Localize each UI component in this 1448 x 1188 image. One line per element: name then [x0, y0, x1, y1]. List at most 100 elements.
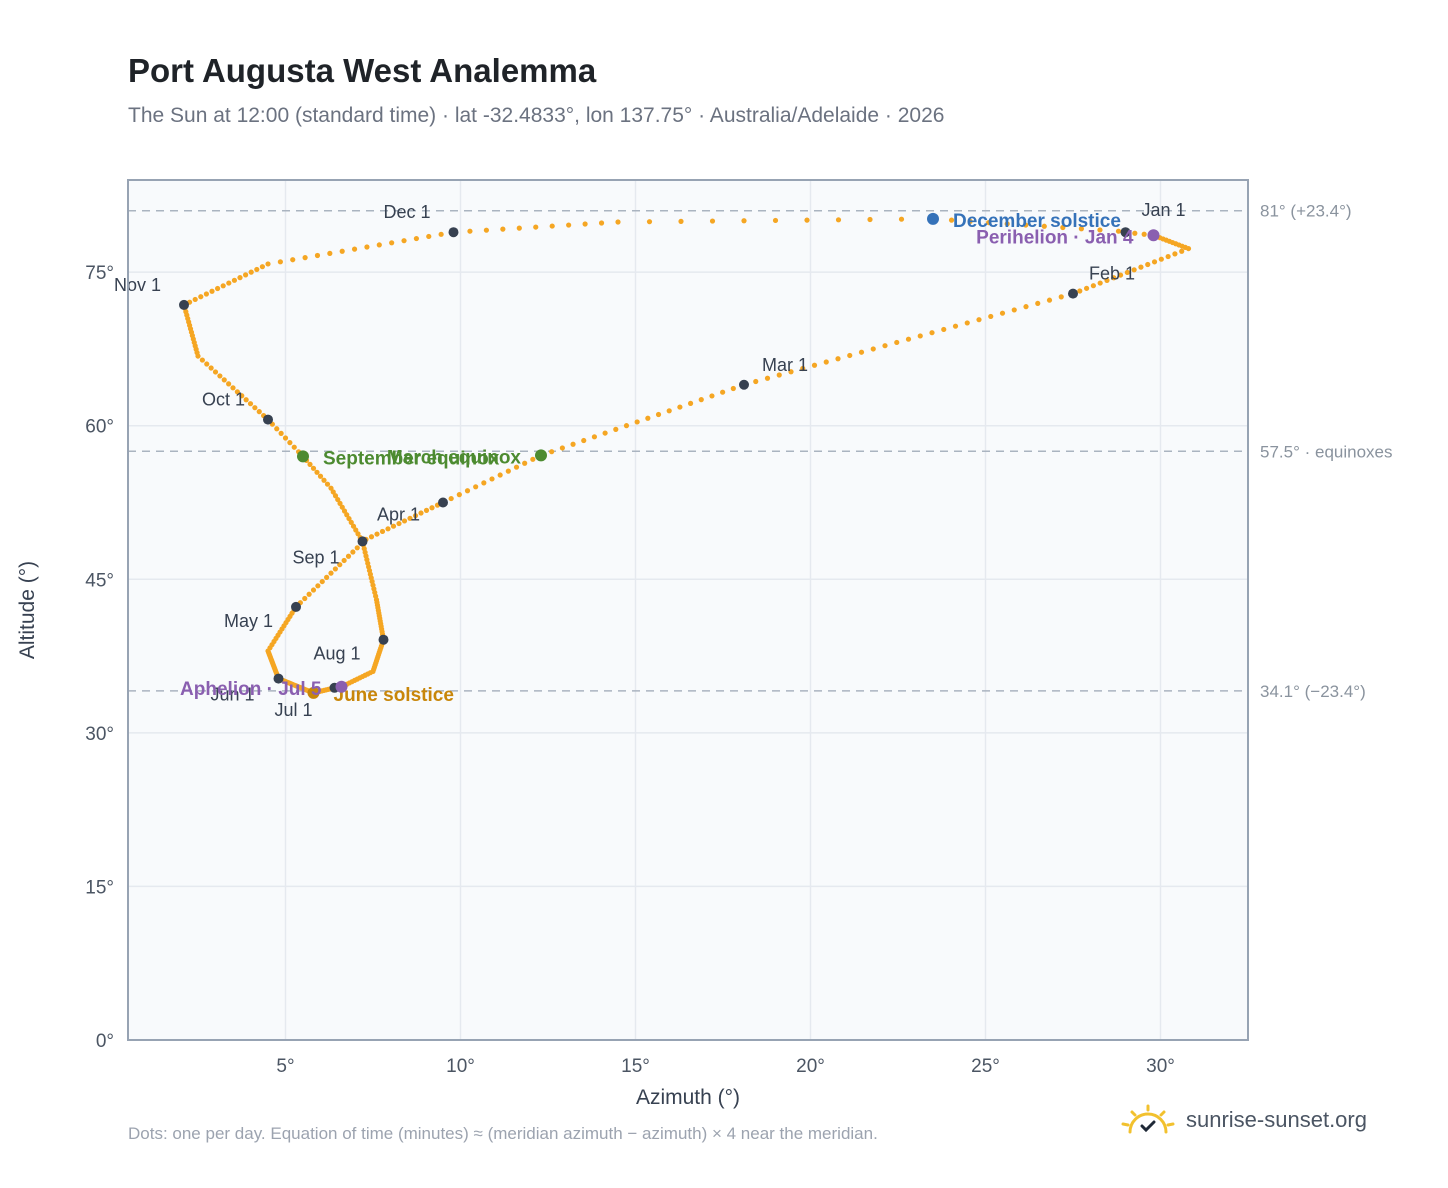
daily-dot [278, 430, 284, 436]
reference-line-label: 57.5° · equinoxes [1260, 442, 1393, 461]
daily-dot [254, 266, 260, 273]
daily-dot [337, 562, 343, 568]
month-label: Dec 1 [384, 202, 431, 222]
event-marker [307, 686, 320, 699]
daily-dot [259, 264, 265, 270]
daily-dot [389, 240, 395, 246]
daily-dot [247, 401, 254, 407]
daily-dot [882, 343, 888, 349]
daily-dot [516, 225, 522, 231]
daily-dot [350, 549, 356, 555]
daily-dot [634, 419, 640, 425]
daily-dot [917, 333, 923, 339]
x-tick-label: 20° [796, 1056, 825, 1077]
daily-dot [310, 587, 317, 593]
daily-dot [967, 218, 973, 224]
daily-dot [282, 435, 289, 441]
month-label: Apr 1 [377, 505, 420, 525]
daily-dot [217, 373, 223, 379]
daily-dot [396, 520, 402, 527]
daily-dot [483, 227, 489, 233]
daily-dot [645, 415, 651, 421]
daily-dot [237, 275, 243, 281]
daily-dot [666, 408, 672, 414]
x-axis-label: Azimuth (°) [636, 1086, 740, 1109]
daily-dot [999, 310, 1006, 316]
daily-dot [1124, 269, 1130, 276]
event-label: June solstice [334, 685, 454, 706]
month-label: Feb 1 [1089, 264, 1135, 284]
daily-dot [401, 518, 408, 524]
daily-dot [355, 531, 361, 537]
daily-dot [776, 372, 782, 378]
daily-dot [481, 480, 487, 486]
month-marker [448, 227, 459, 238]
daily-dot [345, 553, 352, 559]
daily-dot [332, 566, 338, 572]
daily-dot [302, 595, 308, 602]
month-marker [739, 379, 749, 390]
event-label: Aphelion · Jul 5 [180, 679, 322, 700]
daily-dot [582, 221, 588, 227]
daily-dot [234, 389, 240, 395]
daily-dot [1151, 259, 1158, 265]
daily-dot [1141, 231, 1147, 237]
daily-dot [306, 591, 312, 597]
event-label: March equinox [387, 447, 522, 468]
daily-dot [952, 323, 959, 329]
y-tick-label: 30° [85, 724, 114, 745]
daily-dot [497, 472, 503, 478]
daily-dot [341, 557, 347, 564]
daily-dot [376, 242, 382, 248]
daily-dot [243, 397, 249, 403]
daily-dot [231, 277, 237, 283]
daily-dot [698, 397, 704, 403]
daily-dot [549, 449, 555, 455]
daily-dot [327, 250, 333, 256]
daily-dot [741, 218, 747, 224]
axes: 5° 10° 15° 20° 25° 30° 0° 15° 30° 45° 60° 75° [85, 179, 1249, 1077]
daily-dot [324, 481, 331, 487]
chart-title: Port Augusta West Analemma [128, 52, 597, 89]
daily-dot [613, 426, 619, 432]
daily-dot [473, 484, 479, 490]
daily-dot [898, 216, 905, 222]
daily-dot [239, 393, 245, 399]
daily-dot [1046, 297, 1053, 303]
daily-dot [407, 515, 413, 521]
daily-dot [209, 288, 215, 294]
daily-dot [353, 527, 359, 533]
daily-dot [277, 259, 283, 265]
daily-dot [204, 361, 210, 367]
sun-logo-icon [1121, 1104, 1175, 1134]
month-marker [263, 414, 273, 425]
daily-dot [687, 400, 694, 406]
daily-dot [1131, 267, 1137, 273]
daily-dot [199, 357, 205, 363]
daily-dot [314, 469, 320, 475]
brand[interactable]: sunrise-sunset.org [1120, 1104, 1367, 1136]
y-tick-label: 60° [85, 417, 114, 438]
month-marker [179, 299, 189, 310]
daily-dot [646, 219, 653, 225]
daily-dot [570, 441, 576, 447]
daily-dot [986, 219, 992, 226]
daily-dot [339, 248, 345, 254]
month-marker [438, 497, 448, 508]
daily-dot [772, 217, 779, 224]
event-marker [535, 449, 547, 462]
daily-dot [602, 430, 608, 436]
daily-dot [314, 252, 321, 259]
daily-dot [1165, 253, 1171, 260]
daily-dot [804, 217, 810, 223]
daily-dot [976, 317, 982, 323]
y-tick-label: 15° [85, 877, 114, 898]
month-marker [1120, 227, 1131, 238]
daily-dot [374, 531, 380, 537]
month-marker [378, 634, 389, 645]
daily-dot [1172, 251, 1178, 257]
daily-dot [941, 326, 947, 333]
daily-dot [948, 217, 955, 223]
daily-dot [328, 485, 334, 491]
daily-dot [307, 461, 313, 467]
